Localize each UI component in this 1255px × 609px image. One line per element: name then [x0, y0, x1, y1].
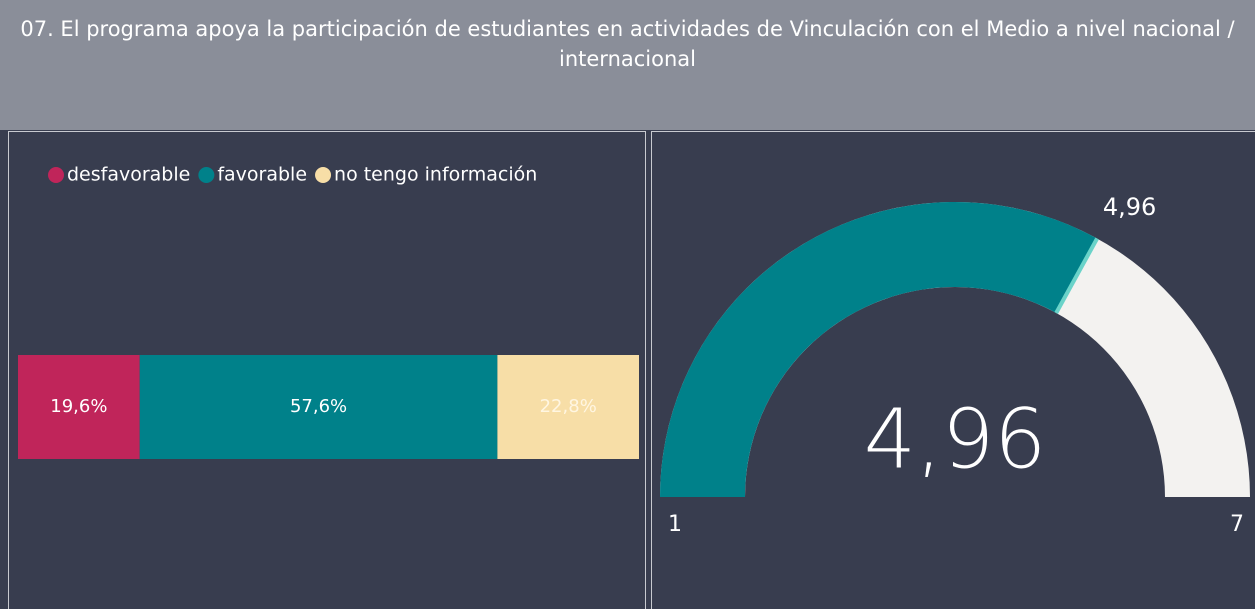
gauge-value: 4,96 — [864, 393, 1047, 488]
data-label: 57,6% — [290, 396, 347, 417]
gauge-tick-label: 7 — [1230, 512, 1244, 537]
bar-segment — [139, 355, 498, 459]
legend-label: no tengo información — [334, 164, 537, 186]
legend-label: favorable — [217, 164, 307, 186]
legend-swatch — [315, 167, 332, 183]
gauge-fill — [660, 202, 1098, 497]
target-label: 4,96 — [1103, 193, 1156, 221]
legend-label: desfavorable — [67, 164, 190, 186]
legend-swatch — [48, 167, 64, 183]
legend-swatch — [198, 167, 215, 183]
header — [0, 0, 1255, 130]
right-panel — [651, 131, 1255, 609]
bar-segment — [18, 355, 140, 459]
gauge-target — [1054, 237, 1099, 314]
header-title: 07. El programa apoya la participación d… — [20, 17, 1235, 71]
data-label: 19,6% — [50, 396, 107, 417]
left-panel — [8, 131, 646, 609]
gauge-tick-label: 1 — [668, 512, 682, 537]
header-box: 07. El programa apoya la participación d… — [20, 17, 1235, 71]
data-label: 22,8% — [540, 396, 597, 417]
bar-segment — [497, 355, 639, 459]
